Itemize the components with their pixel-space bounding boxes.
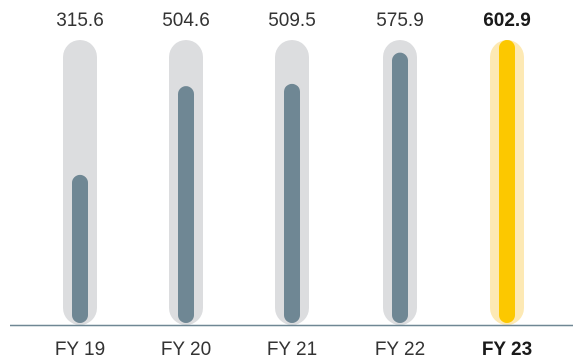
value-label-4: 602.9 — [483, 10, 531, 31]
category-label-0: FY 19 — [55, 339, 105, 357]
value-label-1: 504.6 — [162, 10, 210, 31]
value-label-2: 509.5 — [268, 10, 316, 31]
bar-4 — [499, 40, 515, 323]
category-label-3: FY 22 — [375, 339, 425, 357]
bar-1 — [178, 86, 194, 323]
value-label-0: 315.6 — [56, 10, 104, 31]
value-label-3: 575.9 — [376, 10, 424, 31]
bar-0 — [72, 174, 88, 323]
bar-3 — [392, 52, 408, 324]
category-label-1: FY 20 — [161, 339, 211, 357]
category-label-2: FY 21 — [267, 339, 317, 357]
bar-2 — [284, 83, 300, 323]
bars — [72, 40, 515, 324]
category-labels: FY 19 FY 20 FY 21 FY 22 FY 23 — [55, 339, 532, 357]
value-labels: 315.6 504.6 509.5 575.9 602.9 — [56, 10, 531, 31]
category-label-4: FY 23 — [482, 339, 532, 357]
